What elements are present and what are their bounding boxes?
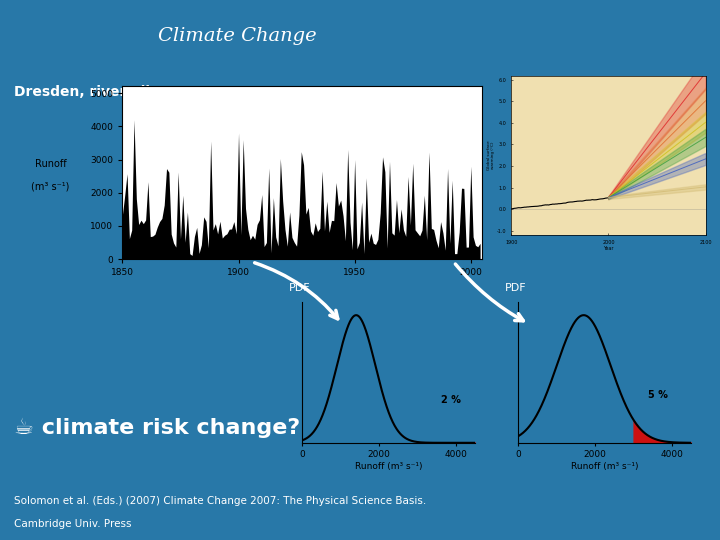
- Text: PDF: PDF: [505, 283, 526, 293]
- Text: Climate Change: Climate Change: [158, 26, 317, 45]
- Text: 2 %: 2 %: [441, 395, 461, 406]
- Y-axis label: Global surface
warming (°C): Global surface warming (°C): [487, 140, 495, 170]
- X-axis label: Year: Year: [603, 246, 613, 251]
- X-axis label: Runoff (m³ s⁻¹): Runoff (m³ s⁻¹): [571, 462, 639, 471]
- Text: Runoff: Runoff: [35, 159, 66, 169]
- Text: Cambridge Univ. Press: Cambridge Univ. Press: [14, 519, 132, 530]
- Text: PDF: PDF: [289, 283, 310, 293]
- Text: Solomon et al. (Eds.) (2007) Climate Change 2007: The Physical Science Basis.: Solomon et al. (Eds.) (2007) Climate Cha…: [14, 496, 427, 507]
- Text: ☕️ climate risk change?: ☕️ climate risk change?: [14, 418, 301, 438]
- X-axis label: Runoff (m³ s⁻¹): Runoff (m³ s⁻¹): [355, 462, 423, 471]
- Text: (m³ s⁻¹): (m³ s⁻¹): [31, 181, 70, 192]
- Text: 5 %: 5 %: [648, 390, 668, 400]
- Text: Dresden, river Elbe: Dresden, river Elbe: [14, 85, 165, 99]
